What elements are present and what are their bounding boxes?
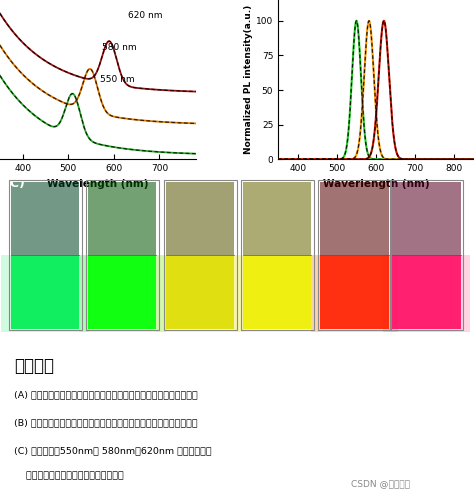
- Bar: [86, 180, 159, 330]
- Bar: [392, 255, 461, 328]
- X-axis label: Wavelength (nm): Wavelength (nm): [47, 179, 149, 189]
- Text: (B) 量子点的荧光光谱（实线为油溶性量子点，虚线为水溶性量子点）: (B) 量子点的荧光光谱（实线为油溶性量子点，虚线为水溶性量子点）: [14, 418, 198, 427]
- Bar: [243, 255, 311, 328]
- Text: 图片注释: 图片注释: [14, 357, 54, 375]
- Bar: [9, 180, 82, 330]
- X-axis label: Waverlength (nm): Waverlength (nm): [323, 179, 429, 189]
- Bar: [88, 255, 156, 328]
- Bar: [166, 255, 234, 328]
- Bar: [320, 182, 389, 255]
- Bar: [320, 255, 389, 328]
- Bar: [164, 180, 237, 330]
- Bar: [234, 255, 321, 332]
- Bar: [166, 182, 234, 255]
- Text: 550 nm: 550 nm: [100, 75, 135, 84]
- Text: CSDN @遇见齐岳: CSDN @遇见齐岳: [351, 479, 410, 488]
- Bar: [241, 180, 314, 330]
- Bar: [318, 180, 391, 330]
- Bar: [88, 182, 156, 255]
- Bar: [79, 255, 166, 332]
- Bar: [243, 182, 311, 255]
- Text: 580 nm: 580 nm: [102, 43, 137, 52]
- Bar: [392, 182, 461, 255]
- Text: (C): (C): [5, 177, 26, 190]
- Text: (C) 波长分别为550nm， 580nm，620nm 的量子点照片: (C) 波长分别为550nm， 580nm，620nm 的量子点照片: [14, 446, 212, 455]
- Text: (A) 量子点的吸收光谱（实线为油溶性量子点，虚线为水溶性量子点）: (A) 量子点的吸收光谱（实线为油溶性量子点，虚线为水溶性量子点）: [14, 390, 198, 399]
- Bar: [311, 255, 398, 332]
- Y-axis label: Normalized PL intensity(a.u.): Normalized PL intensity(a.u.): [244, 5, 253, 154]
- Bar: [390, 180, 463, 330]
- Text: 紫外光照射下，下层为氯价，上层为水: 紫外光照射下，下层为氯价，上层为水: [14, 471, 124, 480]
- Bar: [1, 255, 89, 332]
- Bar: [383, 255, 470, 332]
- Bar: [11, 255, 79, 328]
- Bar: [11, 182, 79, 255]
- Text: 620 nm: 620 nm: [128, 11, 162, 20]
- Bar: [156, 255, 244, 332]
